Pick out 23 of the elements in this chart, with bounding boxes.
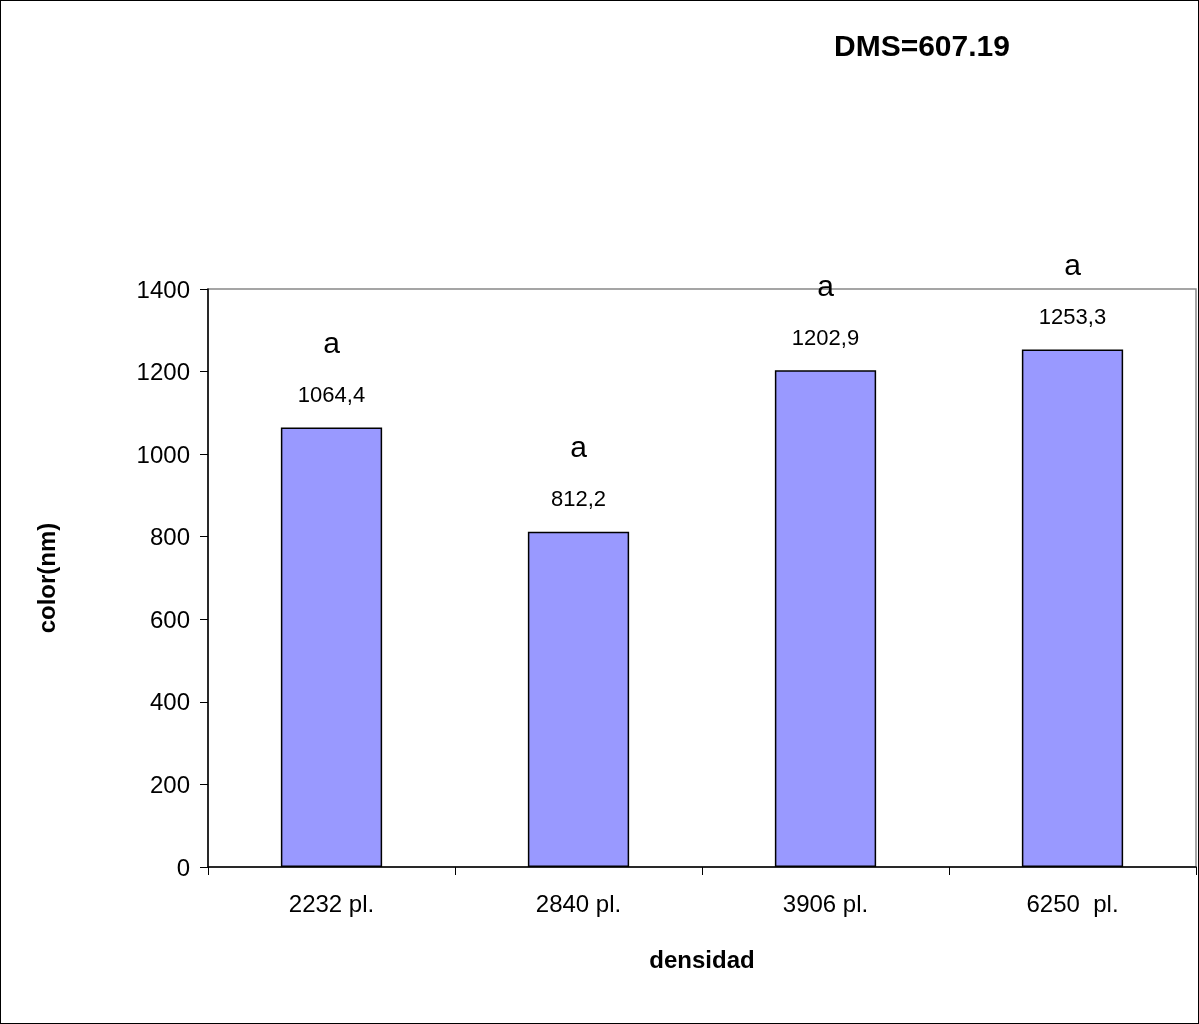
data-label: 1202,9 (791, 324, 860, 350)
chart-title: DMS=607.19 (834, 28, 1010, 62)
data-label: 1064,4 (297, 382, 366, 408)
y-tick-label: 0 (176, 853, 190, 881)
y-tick-label: 1400 (136, 275, 190, 303)
y-tick-label: 400 (149, 688, 190, 716)
y-tick-label: 600 (149, 605, 190, 633)
x-tick-label: 2840 pl. (535, 889, 622, 917)
y-tick-label: 1000 (136, 440, 190, 468)
data-label: 812,2 (550, 486, 607, 512)
annotation: a (570, 430, 588, 464)
x-tick-label: 6250 pl. (1026, 889, 1119, 917)
x-tick-label: 2232 pl. (288, 889, 375, 917)
x-tick-label: 3906 pl. (782, 889, 869, 917)
x-axis-title: densidad (649, 945, 755, 973)
y-axis-title: color(nm) (32, 522, 60, 634)
y-tick-label: 1200 (136, 358, 190, 386)
annotation: a (817, 268, 835, 302)
text: a (1064, 248, 1082, 282)
y-tick-label: 200 (149, 770, 190, 798)
annotation: a (323, 326, 341, 360)
y-tick-label: 800 (149, 523, 190, 551)
data-label: 1253,3 (1038, 304, 1107, 330)
